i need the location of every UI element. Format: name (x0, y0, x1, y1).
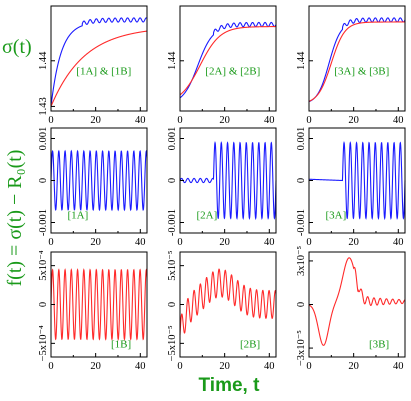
series-blue-line (50, 17, 148, 107)
y-tick-label: −5x10⁻⁵ (167, 325, 178, 361)
x-tick-label: 40 (393, 237, 404, 248)
x-tick-label: 40 (135, 237, 146, 248)
x-tick-label: 0 (306, 361, 311, 372)
x-tick-label: 20 (348, 361, 359, 372)
y-tick-label: 1.44 (167, 51, 178, 70)
plot-frame (308, 251, 406, 358)
y-tick-label: 1.43 (38, 97, 49, 115)
panel-label: [1B] (111, 339, 131, 351)
y-tick-label: 0 (296, 178, 307, 183)
x-tick-label: 0 (177, 237, 182, 248)
panel-label: [2A] (196, 209, 217, 221)
series-red-line (308, 257, 406, 346)
x-tick-label: 40 (264, 237, 275, 248)
x-tick-label: 0 (177, 361, 182, 372)
y-tick-label: 0.001 (167, 127, 178, 151)
y-tick-label: 0 (38, 178, 49, 183)
panel-label: [3B] (369, 339, 389, 351)
series-red-line (179, 26, 276, 96)
y-tick-label: 1.44 (296, 51, 307, 70)
y-tick-label: 5x10⁻⁵ (167, 250, 178, 281)
series-red-line (179, 268, 277, 336)
y-tick-label: 0 (167, 178, 178, 183)
y-tick-label: −3x10⁻⁵ (296, 330, 307, 366)
panel-label: [2A] & [2B] (205, 65, 260, 77)
x-tick-label: 20 (348, 115, 359, 126)
y-tick-label: −5x10⁻⁴ (38, 325, 49, 361)
x-tick-label: 0 (177, 115, 182, 126)
x-tick-label: 40 (264, 361, 275, 372)
plot-frame (179, 5, 277, 112)
y-tick-label: 0 (38, 302, 49, 307)
y-tick-label: 0 (296, 302, 307, 307)
y-tick-label: 5x10⁻⁴ (38, 250, 49, 281)
plot-frame (50, 5, 148, 112)
y-tick-label: 0.001 (38, 127, 49, 151)
x-tick-label: 40 (135, 115, 146, 126)
plot-frame (308, 5, 406, 112)
x-tick-label: 40 (135, 361, 146, 372)
time-axis-label: Time, t (199, 375, 261, 396)
x-tick-label: 20 (90, 237, 101, 248)
panel-3AB: 0 20 40 1.44 [3A] & [3B] (296, 5, 406, 126)
panel-label: [3A] & [3B] (334, 65, 389, 77)
y-tick-label: -0.001 (38, 209, 49, 236)
x-tick-label: 40 (393, 361, 404, 372)
series-blue-line (179, 21, 277, 99)
series-red-line (308, 21, 405, 102)
panel-label: [3A] (325, 209, 346, 221)
x-tick-label: 20 (90, 115, 101, 126)
x-tick-label: 20 (348, 237, 359, 248)
series-blue-line (179, 140, 277, 221)
x-tick-label: 0 (306, 115, 311, 126)
panel-2AB: 0 20 40 1.44 [2A] & [2B] (167, 5, 277, 126)
x-tick-label: 20 (219, 115, 230, 126)
series-blue-line (50, 149, 148, 212)
sigma-axis-label: σ(t) (2, 36, 32, 58)
x-tick-label: 0 (48, 115, 53, 126)
panels-group: 0 20 40 1.43 1.44 [1A] & [1B] 0 20 40 1.44 [2A] & … (38, 5, 406, 372)
x-tick-label: 0 (48, 237, 53, 248)
x-tick-label: 0 (306, 237, 311, 248)
series-red-line (50, 268, 148, 341)
x-tick-label: 20 (90, 361, 101, 372)
x-tick-label: 20 (219, 237, 230, 248)
x-tick-label: 40 (393, 115, 404, 126)
y-tick-label: -0.001 (167, 209, 178, 236)
x-tick-label: 0 (48, 361, 53, 372)
y-tick-label: -0.001 (296, 209, 307, 236)
f-axis-label: f(t) = σ(t) − R₀(t) (4, 150, 26, 287)
panel-1AB: 0 20 40 1.43 1.44 [1A] & [1B] (38, 5, 148, 126)
x-tick-label: 40 (264, 115, 275, 126)
panel-label: [2B] (240, 339, 260, 351)
panel-label: [1A] (67, 209, 88, 221)
series-blue-line (308, 140, 406, 221)
y-tick-label: 0 (167, 302, 178, 307)
panel-label: [1A] & [1B] (76, 65, 131, 77)
y-tick-label: 1.44 (38, 51, 49, 70)
y-tick-label: 0.001 (296, 127, 307, 151)
y-tick-label: 3x10⁻⁵ (296, 245, 307, 276)
series-red-line (50, 30, 148, 107)
x-tick-label: 20 (219, 361, 230, 372)
series-blue-line (308, 17, 406, 103)
